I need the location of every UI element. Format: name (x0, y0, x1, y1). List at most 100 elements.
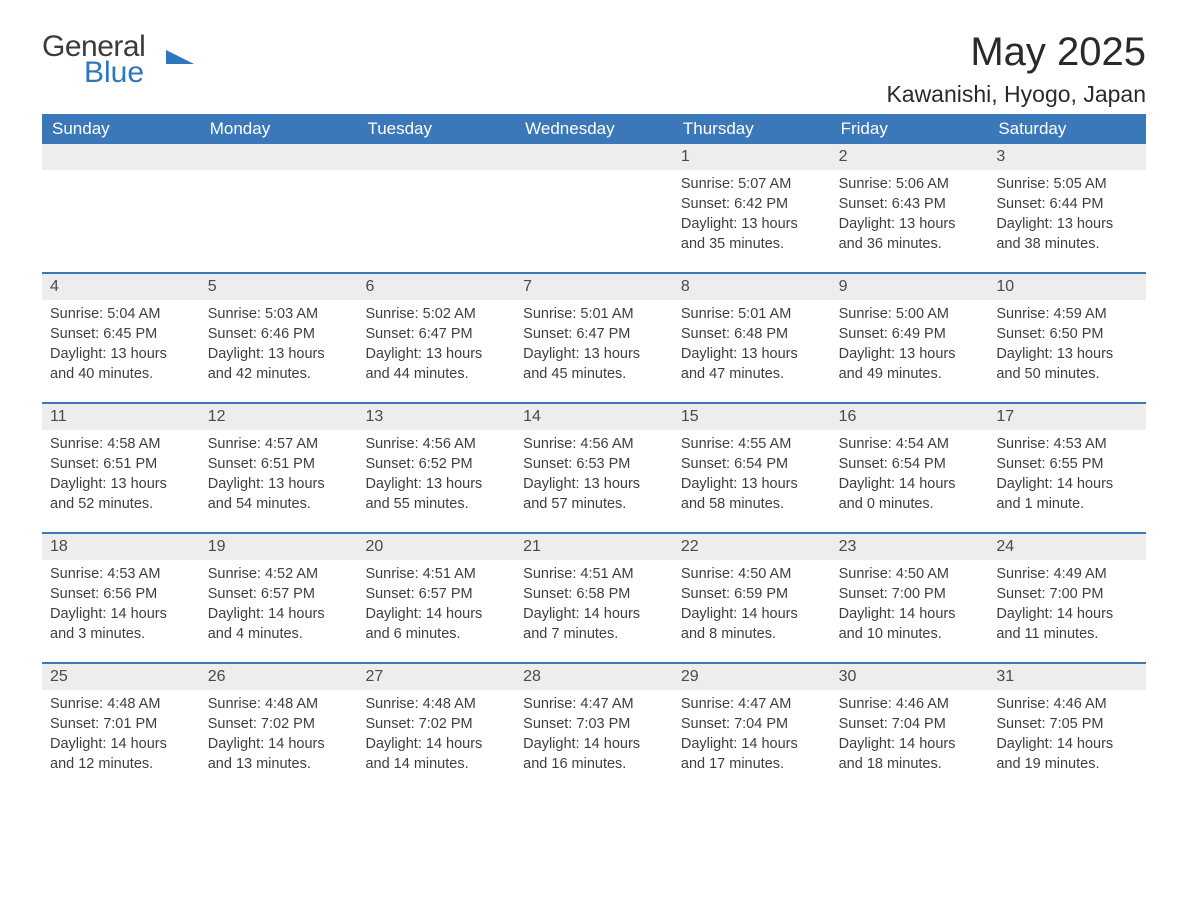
sunrise-text: Sunrise: 4:47 AM (681, 694, 823, 714)
daylight-text: Daylight: 14 hours and 12 minutes. (50, 734, 192, 774)
sunset-text: Sunset: 6:51 PM (208, 454, 350, 474)
day-number: 27 (357, 664, 515, 690)
day-cell: 29Sunrise: 4:47 AMSunset: 7:04 PMDayligh… (673, 664, 831, 792)
sunrise-text: Sunrise: 5:04 AM (50, 304, 192, 324)
day-body: Sunrise: 4:54 AMSunset: 6:54 PMDaylight:… (831, 430, 989, 522)
day-number: 22 (673, 534, 831, 560)
sunset-text: Sunset: 6:53 PM (523, 454, 665, 474)
title-location: Kawanishi, Hyogo, Japan (886, 81, 1146, 108)
sunrise-text: Sunrise: 5:01 AM (523, 304, 665, 324)
sunset-text: Sunset: 7:04 PM (839, 714, 981, 734)
day-body: Sunrise: 5:01 AMSunset: 6:48 PMDaylight:… (673, 300, 831, 392)
day-cell: 26Sunrise: 4:48 AMSunset: 7:02 PMDayligh… (200, 664, 358, 792)
weekday-friday: Friday (831, 114, 989, 144)
daylight-text: Daylight: 14 hours and 3 minutes. (50, 604, 192, 644)
sunset-text: Sunset: 6:52 PM (365, 454, 507, 474)
day-body: Sunrise: 4:56 AMSunset: 6:52 PMDaylight:… (357, 430, 515, 522)
day-number: 23 (831, 534, 989, 560)
day-cell: 15Sunrise: 4:55 AMSunset: 6:54 PMDayligh… (673, 404, 831, 532)
sunset-text: Sunset: 6:42 PM (681, 194, 823, 214)
sunrise-text: Sunrise: 4:46 AM (839, 694, 981, 714)
sunset-text: Sunset: 6:54 PM (681, 454, 823, 474)
day-cell: 7Sunrise: 5:01 AMSunset: 6:47 PMDaylight… (515, 274, 673, 402)
day-body: Sunrise: 4:59 AMSunset: 6:50 PMDaylight:… (988, 300, 1146, 392)
day-body: Sunrise: 4:50 AMSunset: 6:59 PMDaylight:… (673, 560, 831, 652)
day-body: Sunrise: 4:48 AMSunset: 7:02 PMDaylight:… (357, 690, 515, 782)
day-cell: 3Sunrise: 5:05 AMSunset: 6:44 PMDaylight… (988, 144, 1146, 272)
day-body: Sunrise: 4:57 AMSunset: 6:51 PMDaylight:… (200, 430, 358, 522)
sunrise-text: Sunrise: 4:55 AM (681, 434, 823, 454)
daylight-text: Daylight: 14 hours and 11 minutes. (996, 604, 1138, 644)
weekday-sunday: Sunday (42, 114, 200, 144)
sunrise-text: Sunrise: 4:48 AM (50, 694, 192, 714)
day-number: 10 (988, 274, 1146, 300)
sunset-text: Sunset: 6:50 PM (996, 324, 1138, 344)
day-cell: 28Sunrise: 4:47 AMSunset: 7:03 PMDayligh… (515, 664, 673, 792)
brand-blue: Blue (84, 56, 187, 90)
sunrise-text: Sunrise: 5:07 AM (681, 174, 823, 194)
day-body: Sunrise: 4:51 AMSunset: 6:57 PMDaylight:… (357, 560, 515, 652)
daylight-text: Daylight: 14 hours and 16 minutes. (523, 734, 665, 774)
day-body: Sunrise: 5:00 AMSunset: 6:49 PMDaylight:… (831, 300, 989, 392)
sunset-text: Sunset: 7:05 PM (996, 714, 1138, 734)
sunrise-text: Sunrise: 4:52 AM (208, 564, 350, 584)
day-cell: 9Sunrise: 5:00 AMSunset: 6:49 PMDaylight… (831, 274, 989, 402)
day-number: 29 (673, 664, 831, 690)
day-body: Sunrise: 5:05 AMSunset: 6:44 PMDaylight:… (988, 170, 1146, 262)
sunrise-text: Sunrise: 4:57 AM (208, 434, 350, 454)
sunset-text: Sunset: 6:49 PM (839, 324, 981, 344)
calendar: SundayMondayTuesdayWednesdayThursdayFrid… (42, 114, 1146, 792)
day-number: 19 (200, 534, 358, 560)
sunset-text: Sunset: 6:56 PM (50, 584, 192, 604)
daylight-text: Daylight: 13 hours and 52 minutes. (50, 474, 192, 514)
day-body: Sunrise: 5:07 AMSunset: 6:42 PMDaylight:… (673, 170, 831, 262)
daylight-text: Daylight: 13 hours and 47 minutes. (681, 344, 823, 384)
sunset-text: Sunset: 6:59 PM (681, 584, 823, 604)
sunrise-text: Sunrise: 5:00 AM (839, 304, 981, 324)
day-number: 14 (515, 404, 673, 430)
day-number: 3 (988, 144, 1146, 170)
day-number: 30 (831, 664, 989, 690)
day-number: 2 (831, 144, 989, 170)
day-cell: 8Sunrise: 5:01 AMSunset: 6:48 PMDaylight… (673, 274, 831, 402)
sunrise-text: Sunrise: 5:06 AM (839, 174, 981, 194)
day-body: Sunrise: 4:55 AMSunset: 6:54 PMDaylight:… (673, 430, 831, 522)
daylight-text: Daylight: 13 hours and 44 minutes. (365, 344, 507, 384)
day-cell: 1Sunrise: 5:07 AMSunset: 6:42 PMDaylight… (673, 144, 831, 272)
day-body: Sunrise: 4:50 AMSunset: 7:00 PMDaylight:… (831, 560, 989, 652)
sunrise-text: Sunrise: 4:50 AM (839, 564, 981, 584)
daylight-text: Daylight: 13 hours and 38 minutes. (996, 214, 1138, 254)
day-number: 16 (831, 404, 989, 430)
day-number: 25 (42, 664, 200, 690)
daylight-text: Daylight: 13 hours and 49 minutes. (839, 344, 981, 384)
day-cell: 20Sunrise: 4:51 AMSunset: 6:57 PMDayligh… (357, 534, 515, 662)
day-number: 6 (357, 274, 515, 300)
sunset-text: Sunset: 6:47 PM (523, 324, 665, 344)
sunrise-text: Sunrise: 4:53 AM (50, 564, 192, 584)
day-number: 28 (515, 664, 673, 690)
daylight-text: Daylight: 13 hours and 57 minutes. (523, 474, 665, 514)
day-number: 18 (42, 534, 200, 560)
day-number: 7 (515, 274, 673, 300)
sunset-text: Sunset: 6:47 PM (365, 324, 507, 344)
sunset-text: Sunset: 6:58 PM (523, 584, 665, 604)
weekday-monday: Monday (200, 114, 358, 144)
day-number: 5 (200, 274, 358, 300)
day-cell: 17Sunrise: 4:53 AMSunset: 6:55 PMDayligh… (988, 404, 1146, 532)
day-body: Sunrise: 4:48 AMSunset: 7:02 PMDaylight:… (200, 690, 358, 782)
week-row: 11Sunrise: 4:58 AMSunset: 6:51 PMDayligh… (42, 402, 1146, 532)
brand-logo: General Blue (42, 30, 145, 98)
day-body: Sunrise: 5:03 AMSunset: 6:46 PMDaylight:… (200, 300, 358, 392)
day-number: 12 (200, 404, 358, 430)
day-number: 15 (673, 404, 831, 430)
day-body: Sunrise: 4:53 AMSunset: 6:55 PMDaylight:… (988, 430, 1146, 522)
day-body: Sunrise: 4:53 AMSunset: 6:56 PMDaylight:… (42, 560, 200, 652)
sunset-text: Sunset: 7:04 PM (681, 714, 823, 734)
sunrise-text: Sunrise: 4:51 AM (523, 564, 665, 584)
sunrise-text: Sunrise: 4:48 AM (208, 694, 350, 714)
weekday-wednesday: Wednesday (515, 114, 673, 144)
daylight-text: Daylight: 14 hours and 8 minutes. (681, 604, 823, 644)
sunrise-text: Sunrise: 4:50 AM (681, 564, 823, 584)
day-number (42, 144, 200, 170)
sunset-text: Sunset: 7:03 PM (523, 714, 665, 734)
